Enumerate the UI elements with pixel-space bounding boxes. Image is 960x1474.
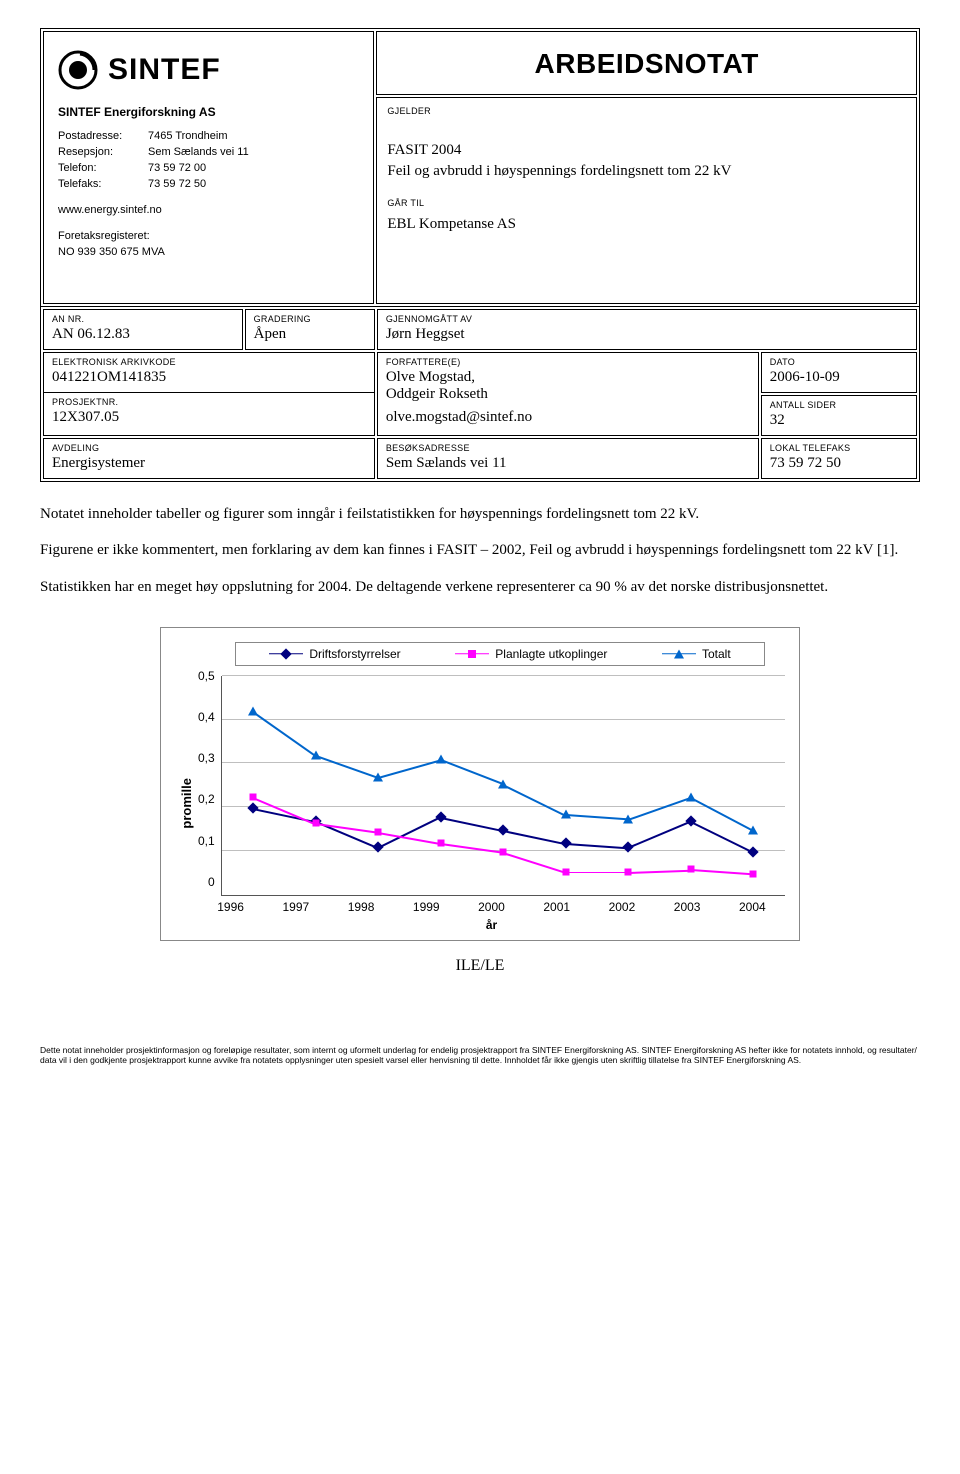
doc-title-cell: ARBEIDSNOTAT (376, 31, 917, 95)
org-cell: SINTEF SINTEF Energiforskning AS Postadr… (43, 31, 374, 304)
gartil-label: GÅR TIL (387, 198, 906, 208)
chart-marker (748, 846, 759, 857)
x-tick: 1999 (394, 900, 459, 914)
chart-marker (375, 828, 382, 835)
sintef-mark-icon (58, 50, 98, 90)
y-tick: 0,4 (198, 710, 215, 724)
chart-marker (686, 792, 696, 801)
gjennomgatt-cell: GJENNOMGÅTT AV Jørn Heggset (377, 309, 917, 350)
legend-label: Driftsforstyrrelser (309, 647, 400, 661)
sintef-logo-text: SINTEF (108, 53, 221, 87)
besok-cell: BESØKSADRESSE Sem Sælands vei 11 (377, 438, 759, 479)
chart-marker (561, 810, 571, 819)
forfattere-cell: FORFATTERE(E) Olve Mogstad, Oddgeir Roks… (377, 352, 759, 436)
chart-marker (435, 811, 446, 822)
footer-disclaimer: Dette notat inneholder prosjektinformasj… (40, 1045, 920, 1066)
sider-cell: ANTALL SIDER 32 (761, 395, 917, 436)
chart-marker (687, 866, 694, 873)
chart-legend: Driftsforstyrrelser Planlagte utkoplinger… (235, 642, 765, 666)
org-name: SINTEF Energiforskning AS (58, 104, 359, 121)
paragraph: Notatet inneholder tabeller og figurer s… (40, 504, 920, 524)
chart-marker (498, 779, 508, 788)
chart-marker (247, 802, 258, 813)
document-page: SINTEF SINTEF Energiforskning AS Postadr… (0, 0, 960, 1086)
x-tick: 2000 (459, 900, 524, 914)
paragraph: Figurene er ikke kommentert, men forklar… (40, 540, 920, 560)
chart-marker (373, 772, 383, 781)
lokalfax-cell: LOKAL TELEFAKS 73 59 72 50 (761, 438, 917, 479)
chart-marker (623, 842, 634, 853)
chart-marker (436, 755, 446, 764)
chart-marker (560, 837, 571, 848)
subject-line-1: FASIT 2004 (387, 140, 906, 161)
chart-marker (623, 814, 633, 823)
chart-marker (750, 870, 757, 877)
chart-marker (437, 839, 444, 846)
chart-marker (562, 868, 569, 875)
x-tick: 2004 (720, 900, 785, 914)
x-tick: 2001 (524, 900, 589, 914)
body-text: Notatet inneholder tabeller og figurer s… (40, 504, 920, 597)
x-ticks: 199619971998199920002001200220032004 (198, 900, 785, 914)
chart-marker (500, 848, 507, 855)
x-tick: 2003 (655, 900, 720, 914)
header-table: SINTEF SINTEF Energiforskning AS Postadr… (40, 28, 920, 307)
y-tick: 0 (208, 875, 215, 889)
legend-item: Planlagte utkoplinger (455, 647, 607, 661)
chart-marker (249, 793, 256, 800)
plot-area (221, 676, 785, 896)
legend-label: Planlagte utkoplinger (495, 647, 607, 661)
chart-caption: ILE/LE (40, 957, 920, 975)
chart-marker (312, 820, 319, 827)
gjelder-label: GJELDER (387, 106, 906, 116)
x-tick: 1997 (263, 900, 328, 914)
y-ticks: 0,5 0,4 0,3 0,2 0,1 0 (198, 669, 221, 889)
y-tick: 0,5 (198, 669, 215, 683)
x-tick: 2002 (589, 900, 654, 914)
x-tick: 1998 (328, 900, 393, 914)
x-axis-label: år (198, 918, 785, 932)
x-tick: 1996 (198, 900, 263, 914)
gradering-cell: GRADERING Åpen (245, 309, 375, 350)
doc-title: ARBEIDSNOTAT (387, 40, 906, 86)
line-chart: Driftsforstyrrelser Planlagte utkoplinger… (160, 627, 800, 941)
chart-marker (625, 868, 632, 875)
legend-item: Driftsforstyrrelser (269, 647, 400, 661)
subject-line-2: Feil og avbrudd i høyspennings fordeling… (387, 161, 906, 182)
org-info: SINTEF Energiforskning AS Postadresse:74… (58, 104, 359, 261)
y-tick: 0,1 (198, 834, 215, 848)
an-nr-cell: AN NR. AN 06.12.83 (43, 309, 243, 350)
org-web: www.energy.sintef.no (58, 203, 359, 219)
legend-item: Totalt (662, 647, 731, 661)
chart-marker (311, 750, 321, 759)
meta-table: AN NR. AN 06.12.83 GRADERING Åpen GJENNO… (40, 307, 920, 482)
y-tick: 0,3 (198, 751, 215, 765)
chart-marker (748, 825, 758, 834)
chart-marker (498, 824, 509, 835)
chart-marker (248, 706, 258, 715)
subject-cell: GJELDER FASIT 2004 Feil og avbrudd i høy… (376, 97, 917, 304)
avdeling-cell: AVDELING Energisystemer (43, 438, 375, 479)
legend-label: Totalt (702, 647, 731, 661)
dato-cell: DATO 2006-10-09 (761, 352, 917, 393)
y-tick: 0,2 (198, 792, 215, 806)
sintef-logo: SINTEF (58, 50, 359, 90)
arkiv-prosjekt-cell: ELEKTRONISK ARKIVKODE 041221OM141835 PRO… (43, 352, 375, 436)
recipient: EBL Kompetanse AS (387, 214, 906, 235)
chart-marker (372, 842, 383, 853)
paragraph: Statistikken har en meget høy oppslutnin… (40, 577, 920, 597)
y-axis-label: promille (175, 778, 198, 829)
